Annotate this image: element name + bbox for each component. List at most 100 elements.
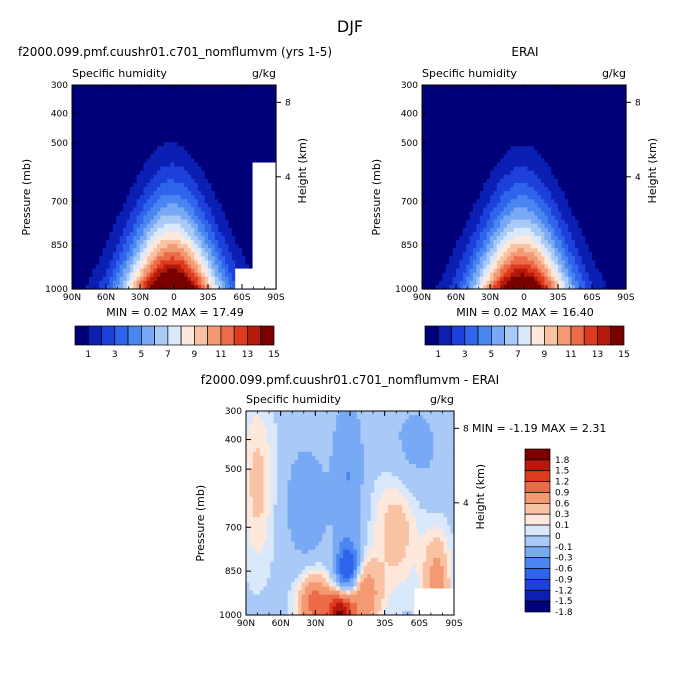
panel1-cell [99,280,104,286]
panel1-cell [89,150,93,155]
panel2-cell [595,182,600,188]
panel2-cell [469,166,474,172]
panel1-cell [211,268,216,274]
panel1-cell [167,174,172,180]
panel1-cell [252,121,257,127]
panel2-cell [534,146,539,151]
panel1-cell [177,203,182,208]
panel1-cell [177,252,182,257]
panel2-cell [486,203,491,208]
panel1-cell [92,211,97,217]
panel2-cell [435,109,440,115]
panel2-cell [493,187,498,192]
panel2-cell [503,113,508,119]
panel1-cell [248,150,253,155]
panel2-cell [558,97,562,102]
panel1-cell [218,260,223,266]
panel1-cell [242,150,246,155]
panel2-cell [585,207,590,213]
panel2-cell [452,85,457,90]
panel1-cell [78,121,83,127]
panel1-cell [197,97,202,102]
panel2-cell [445,138,450,143]
panel2-cell [530,105,535,111]
panel1-cell [211,158,216,164]
panel2-cell [615,125,620,131]
panel2-cell [507,187,511,192]
panel2-cell [520,133,525,139]
panel2-cell [598,146,603,151]
panel2-cell [428,125,433,131]
panel1-cell [170,121,175,127]
panel1-cell [245,166,250,172]
panel1-cell [102,166,107,172]
panel2-cell [428,129,433,135]
panel1-cell [150,174,155,180]
panel1-cell [123,195,127,200]
panel1-cell [102,113,107,119]
panel2-cell [575,195,579,200]
panel1-cell [184,280,189,286]
panel1-cell [163,260,168,266]
panel2-cell [581,97,586,102]
panel1-cell [119,235,124,241]
panel2-cell [575,109,579,115]
panel1-cell [116,219,121,225]
panel2-cell [432,170,437,176]
panel1-cell [150,280,155,286]
panel1-cell [242,174,246,180]
panel2-cell [598,187,603,192]
panel1-cell [194,97,199,102]
panel1-cell [123,109,127,115]
panel1-cell [89,121,93,127]
panel2-cell [530,150,535,155]
panel1-cell [231,182,236,188]
panel1-cell [214,138,219,143]
panel1-cell [89,187,93,192]
panel2-cell [459,93,464,98]
panel2-cell [466,170,471,176]
panel1-cell [140,138,144,143]
panel2-cell [483,89,488,94]
panel1-cell [109,133,114,139]
panel2-cell [578,89,583,94]
panel1-cell [75,231,80,237]
panel1-cell [221,244,226,249]
panel1-cell [140,101,144,106]
panel2-cell [578,178,583,184]
panel1-cell [140,272,144,278]
panel1-cell [194,207,199,213]
panel2-cell [513,182,518,188]
panel1-cell [231,113,236,119]
panel1-cell [136,113,141,119]
panel1-cell [143,178,148,184]
panel1-cell [208,272,212,278]
panel2-cell [459,109,464,115]
panel2-cell [486,211,491,217]
panel1-cell [82,187,87,192]
panel1-cell [75,268,80,274]
panel1-cell [160,105,165,111]
panel2-cell [462,133,467,139]
panel2-cell [503,117,508,123]
panel1-cell [78,125,83,131]
panel1-cell [167,187,172,192]
panel1-y2label: Height (km) [296,138,309,204]
panel2-cell [483,85,488,90]
panel2-cell [432,138,437,143]
panel1-cell [129,158,134,164]
panel1-cell [214,268,219,274]
panel1-cell [177,276,182,282]
panel1-cell [245,158,250,164]
panel1-cell [225,207,229,213]
panel2-cell [459,89,464,94]
panel1-cell [245,109,250,115]
panel1-cell [157,105,161,111]
panel2-cell [558,158,562,164]
panel1-cell [129,105,134,111]
panel2-cell [575,150,579,155]
panel2-cell [595,146,600,151]
panel2-cell [612,150,617,155]
panel1-cell [228,207,233,213]
panel2-cell [439,158,443,164]
